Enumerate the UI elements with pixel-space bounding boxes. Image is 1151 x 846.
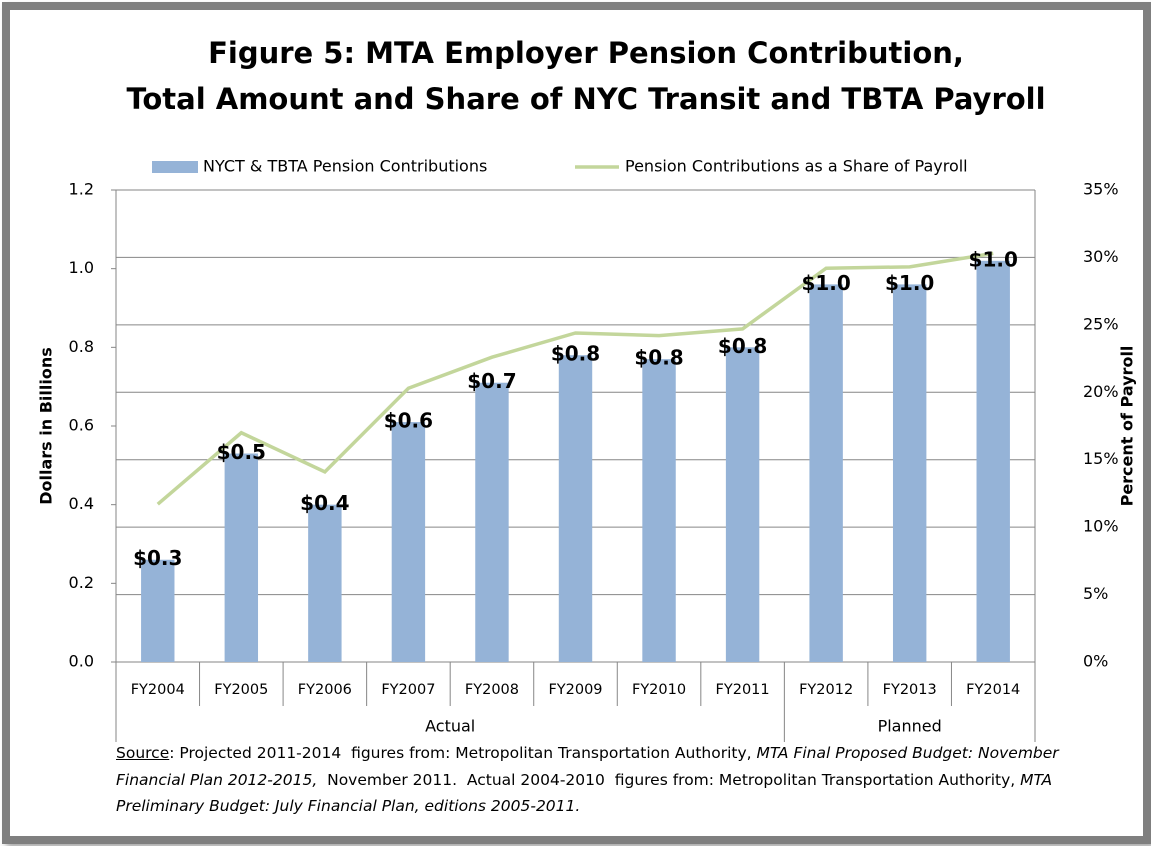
x-tick-label: FY2007 (381, 682, 435, 698)
y-tick-label: 0.6 (69, 416, 94, 435)
data-label: $0.7 (467, 369, 516, 393)
group-label: Actual (425, 717, 475, 736)
y-tick-label: 1.2 (69, 180, 94, 199)
y2-tick-label: 0% (1083, 652, 1108, 671)
line (156, 251, 994, 506)
source-text: MTA Final Proposed Budget: November Fina… (116, 744, 1064, 789)
bar (642, 359, 676, 662)
y2-tick-label: 5% (1083, 584, 1108, 603)
x-tick-label: FY2008 (465, 682, 519, 698)
y2-tick-label: 15% (1083, 449, 1119, 468)
data-label: $0.8 (634, 346, 683, 370)
source-label: Source (116, 744, 170, 762)
chart-title: Total Amount and Share of NYC Transit an… (126, 82, 1045, 116)
y2-tick-label: 20% (1083, 382, 1119, 401)
y-axis-title: Dollars in Billions (37, 347, 56, 505)
bar (892, 284, 927, 662)
y2-tick-label: 10% (1083, 517, 1119, 536)
legend-swatch (152, 161, 198, 173)
data-label: $0.4 (300, 491, 349, 515)
bar (558, 355, 593, 662)
data-label: $0.5 (217, 440, 266, 464)
y-tick-label: 0.0 (69, 652, 94, 671)
group-label: Planned (878, 717, 942, 736)
source-text: November 2011. Actual 2004-2010 figures … (317, 770, 1021, 789)
bar (976, 260, 1010, 662)
bar (809, 284, 843, 662)
y-tick-label: 0.2 (69, 573, 94, 592)
data-label: $1.0 (969, 247, 1018, 271)
x-tick-label: FY2006 (298, 682, 352, 698)
source-text: MTA Preliminary Budget: July Financial P… (116, 770, 1058, 816)
chart-title: Figure 5: MTA Employer Pension Contribut… (208, 36, 964, 70)
x-tick-label: FY2011 (716, 682, 770, 698)
x-tick-label: FY2009 (548, 682, 602, 698)
x-tick-label: FY2005 (214, 682, 268, 698)
data-label: $0.3 (133, 546, 182, 570)
x-tick-label: FY2004 (131, 682, 185, 698)
bar (391, 422, 426, 662)
data-label: $1.0 (801, 271, 850, 295)
x-tick-label: FY2010 (632, 682, 686, 698)
source-text: : Projected 2011-2014 figures from: Metr… (169, 744, 757, 762)
legend-label: NYCT & TBTA Pension Contributions (203, 157, 487, 176)
y-tick-label: 1.0 (69, 258, 94, 277)
y2-axis-title: Percent of Payroll (1118, 346, 1137, 507)
bar (725, 347, 760, 662)
y-tick-label: 0.4 (69, 494, 94, 513)
data-label: $0.8 (718, 334, 767, 358)
y2-tick-label: 35% (1083, 180, 1119, 199)
data-label: $0.8 (551, 342, 600, 366)
data-label: $0.6 (384, 409, 433, 433)
bar (224, 453, 259, 662)
x-tick-label: FY2012 (799, 682, 853, 698)
y2-tick-label: 25% (1083, 314, 1119, 333)
x-tick-label: FY2014 (966, 682, 1020, 698)
source-note: Source: Projected 2011-2014 figures from… (116, 740, 1106, 820)
x-tick-label: FY2013 (883, 682, 937, 698)
data-label: $1.0 (885, 271, 934, 295)
bar (308, 504, 342, 662)
y2-tick-label: 30% (1083, 247, 1119, 266)
bar (141, 559, 175, 662)
legend-label: Pension Contributions as a Share of Payr… (625, 157, 968, 176)
bar (475, 382, 509, 662)
y-tick-label: 0.8 (69, 337, 94, 356)
